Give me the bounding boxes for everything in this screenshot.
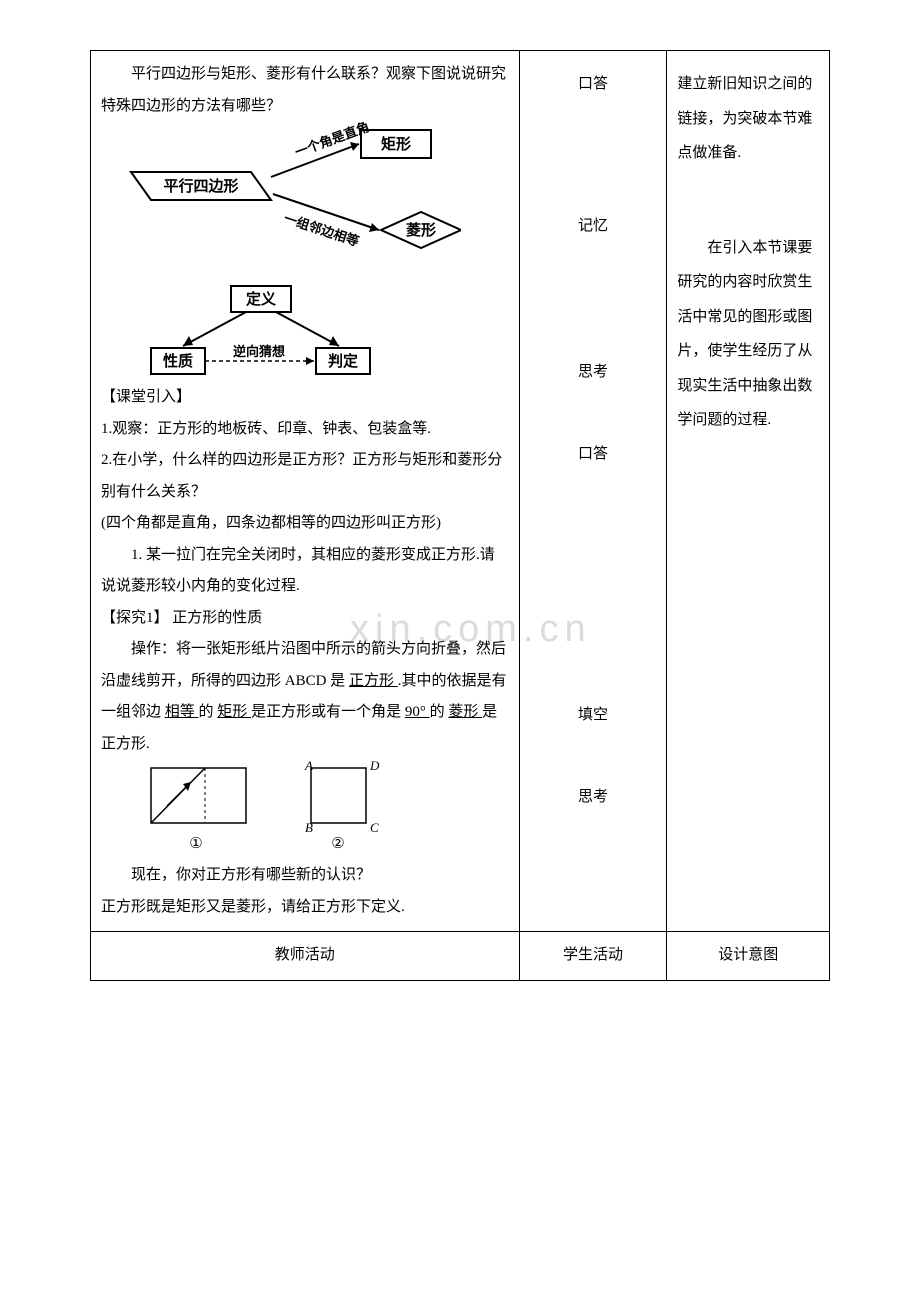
diagram-def-prop-judge: 定义 性质 判定 逆向猜想 xyxy=(141,282,401,382)
intent-p1: 建立新旧知识之间的链接，为突破本节难点做准备. xyxy=(677,67,819,171)
intro-line1: 1.观察：正方形的地板砖、印章、钟表、包装盒等. xyxy=(101,414,509,446)
q-new: 现在，你对正方形有哪些新的认识？ xyxy=(101,860,509,892)
section-explore-title: 探究1 正方形的性质 xyxy=(101,603,509,635)
svg-text:平行四边形: 平行四边形 xyxy=(163,177,238,195)
svg-text:①: ① xyxy=(189,836,202,852)
header-intent: 设计意图 xyxy=(667,932,830,981)
section-intro-title: 课堂引入 xyxy=(101,382,509,414)
svg-text:D: D xyxy=(369,760,380,773)
stu-a6: 思考 xyxy=(530,782,657,814)
design-intent-cell: 建立新旧知识之间的链接，为突破本节难点做准备. 在引入本节课要研究的内容时欣赏生… xyxy=(667,51,830,932)
student-activity-cell: 口答 记忆 思考 口答 填空 思考 xyxy=(519,51,667,932)
stu-a4: 口答 xyxy=(530,439,657,471)
item-1: 1. 某一拉门在完全关闭时，其相应的菱形变成正方形.请说说菱形较小内角的变化过程… xyxy=(101,540,509,603)
stu-a5: 填空 xyxy=(530,700,657,732)
intro-line3: (四个角都是直角，四条边都相等的四边形叫正方形) xyxy=(101,508,509,540)
svg-text:性质: 性质 xyxy=(163,352,193,370)
svg-text:判定: 判定 xyxy=(328,352,358,370)
svg-text:B: B xyxy=(305,820,313,835)
question-para: 平行四边形与矩形、菱形有什么联系？观察下图说说研究特殊四边形的方法有哪些？ xyxy=(101,59,509,122)
svg-text:逆向猜想: 逆向猜想 xyxy=(233,344,285,359)
intro-line2: 2.在小学，什么样的四边形是正方形？正方形与矩形和菱形分别有什么关系？ xyxy=(101,445,509,508)
intent-p2: 在引入本节课要研究的内容时欣赏生活中常见的图形或图片，使学生经历了从现实生活中抽… xyxy=(677,231,819,438)
svg-text:C: C xyxy=(370,820,379,835)
stu-a3: 思考 xyxy=(530,357,657,389)
table-header-row: 教师活动 学生活动 设计意图 xyxy=(91,932,830,981)
svg-text:②: ② xyxy=(331,836,344,852)
svg-text:定义: 定义 xyxy=(246,290,276,308)
figure-fold-square: ① A D B C ② xyxy=(141,760,441,860)
svg-text:菱形: 菱形 xyxy=(406,221,436,239)
q-def: 正方形既是矩形又是菱形，请给正方形下定义. xyxy=(101,892,509,924)
document-table: 平行四边形与矩形、菱形有什么联系？观察下图说说研究特殊四边形的方法有哪些？ 平行… xyxy=(90,50,830,981)
svg-text:矩形: 矩形 xyxy=(381,135,411,153)
svg-text:A: A xyxy=(304,760,313,773)
svg-text:一组邻边相等: 一组邻边相等 xyxy=(282,211,361,249)
header-teacher: 教师活动 xyxy=(91,932,520,981)
teacher-activity-cell: 平行四边形与矩形、菱形有什么联系？观察下图说说研究特殊四边形的方法有哪些？ 平行… xyxy=(91,51,520,932)
explore-para: 操作：将一张矩形纸片沿图中所示的箭头方向折叠，然后沿虚线剪开，所得的四边形 AB… xyxy=(101,634,509,760)
stu-a2: 记忆 xyxy=(530,211,657,243)
stu-a1: 口答 xyxy=(530,69,657,101)
header-student: 学生活动 xyxy=(519,932,667,981)
diagram-quad-relations: 平行四边形 矩形 菱形 一个角是直角 一组邻边相等 xyxy=(101,122,461,282)
